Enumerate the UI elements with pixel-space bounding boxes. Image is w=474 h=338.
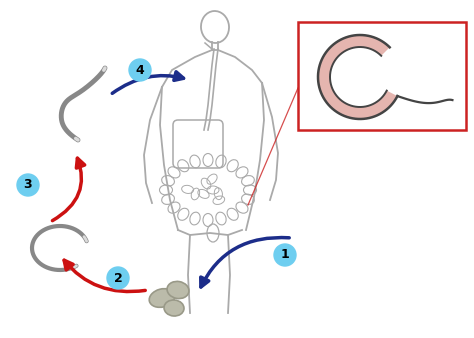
Ellipse shape [167, 282, 189, 298]
Circle shape [274, 244, 296, 266]
FancyArrowPatch shape [64, 260, 145, 292]
FancyArrowPatch shape [53, 158, 85, 221]
Bar [298, 22, 466, 130]
FancyArrowPatch shape [201, 238, 289, 287]
FancyArrowPatch shape [112, 72, 183, 93]
Text: 2: 2 [114, 271, 122, 285]
Text: 3: 3 [24, 178, 32, 192]
Text: 1: 1 [281, 248, 289, 262]
Text: 4: 4 [136, 64, 145, 76]
Circle shape [17, 174, 39, 196]
Circle shape [129, 59, 151, 81]
Ellipse shape [149, 289, 175, 307]
Polygon shape [318, 35, 397, 119]
Circle shape [107, 267, 129, 289]
Ellipse shape [164, 300, 184, 316]
